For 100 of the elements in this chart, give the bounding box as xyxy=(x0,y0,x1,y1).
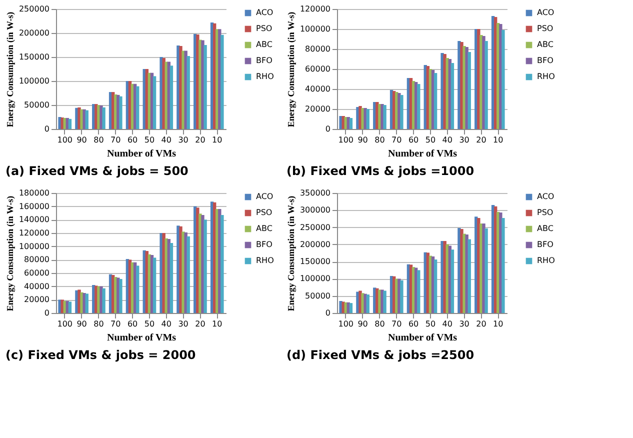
y-tick-label: 160000 xyxy=(18,202,50,211)
bar xyxy=(484,41,488,129)
bar xyxy=(468,52,471,129)
bar xyxy=(220,215,224,313)
bar xyxy=(502,30,505,129)
bar xyxy=(366,294,370,313)
bar xyxy=(364,108,367,129)
text: (b) Fixed VMs & jobs =1000 xyxy=(286,164,474,178)
bar xyxy=(383,105,386,129)
bar xyxy=(85,110,88,129)
text: (a) Fixed VMs & jobs = 500 xyxy=(5,164,188,178)
x-tick-label: 90 xyxy=(358,320,368,328)
bar xyxy=(60,300,64,313)
bar xyxy=(152,258,156,313)
y-axis-title: Energy Consumption (in W-s) xyxy=(286,196,296,312)
bar xyxy=(502,218,505,313)
x-tick-label: 70 xyxy=(392,320,402,328)
y-tick-label: 50000 xyxy=(305,291,330,300)
x-tick-label: 100 xyxy=(57,136,73,144)
x-tick-label: 10 xyxy=(212,136,222,144)
x-tick-label: 30 xyxy=(178,320,188,328)
y-tick-label: 20000 xyxy=(305,104,330,114)
legend-label: BFO xyxy=(537,240,554,249)
text: (c) Fixed VMs & jobs = 2000 xyxy=(5,348,196,362)
x-tick-label: 60 xyxy=(127,320,138,328)
legend-label: ABC xyxy=(256,40,273,49)
bar xyxy=(119,96,122,129)
y-tick-label: 60000 xyxy=(24,268,50,278)
bar xyxy=(68,302,72,313)
x-tick-label: 40 xyxy=(442,136,452,144)
bar xyxy=(184,232,188,313)
x-axis-title: Number of VMs xyxy=(388,148,458,160)
x-tick-label: 40 xyxy=(161,320,172,328)
y-tick-label: 50000 xyxy=(24,100,50,110)
x-tick-label: 90 xyxy=(76,320,87,328)
y-tick-label: 60000 xyxy=(305,64,330,74)
x-tick-label: 90 xyxy=(358,136,368,144)
y-tick-label: 80000 xyxy=(24,255,50,264)
y-tick-label: 300000 xyxy=(300,206,330,215)
x-tick-label: 70 xyxy=(392,136,402,144)
legend-label: ACO xyxy=(256,8,274,17)
y-tick-label: 200000 xyxy=(300,240,330,249)
bar xyxy=(82,293,86,313)
x-axis-title: Number of VMs xyxy=(106,148,176,160)
bar xyxy=(119,279,122,313)
x-tick-label: 30 xyxy=(459,136,470,144)
bar xyxy=(364,294,367,313)
bar xyxy=(417,270,420,313)
y-tick-label: 140000 xyxy=(18,215,50,224)
bar xyxy=(443,54,446,129)
bar xyxy=(136,266,140,313)
legend-label: ABC xyxy=(537,40,554,49)
bar xyxy=(184,50,188,129)
y-tick-label: 100000 xyxy=(300,274,330,284)
legend-label: ACO xyxy=(537,192,554,201)
bar xyxy=(342,116,345,129)
legend-label: ABC xyxy=(537,224,554,233)
bar xyxy=(465,47,468,129)
y-tick-label: 120000 xyxy=(18,228,50,238)
bar xyxy=(102,288,106,313)
legend-label: PSO xyxy=(256,24,272,33)
x-tick-label: 20 xyxy=(195,136,206,144)
bar xyxy=(170,243,174,313)
bar xyxy=(434,260,438,313)
bar xyxy=(152,76,156,129)
legend-label: PSO xyxy=(537,24,554,33)
bar xyxy=(450,63,454,129)
bar xyxy=(162,58,166,129)
bar xyxy=(342,302,345,313)
x-tick-label: 40 xyxy=(442,320,452,328)
y-tick-label: 40000 xyxy=(305,84,330,94)
bar xyxy=(68,118,72,129)
bar xyxy=(136,86,140,129)
bar xyxy=(383,290,386,313)
bar xyxy=(186,56,190,129)
y-tick-label: 150000 xyxy=(300,257,330,266)
x-axis-title: Number of VMs xyxy=(388,332,458,344)
y-tick-label: 0 xyxy=(44,308,50,318)
bar xyxy=(82,109,86,129)
bar xyxy=(85,294,88,313)
bar xyxy=(204,45,207,129)
y-tick-label: 250000 xyxy=(18,4,50,14)
x-tick-label: 50 xyxy=(144,320,155,328)
x-tick-label: 10 xyxy=(493,320,504,328)
bar xyxy=(468,239,471,313)
x-tick-label: 80 xyxy=(94,136,104,144)
bar xyxy=(484,228,488,313)
x-tick-label: 10 xyxy=(493,136,504,144)
x-tick-label: 100 xyxy=(338,320,354,328)
bar xyxy=(349,303,353,313)
y-axis-title: Energy Consumption (in W-s) xyxy=(4,196,15,312)
bar xyxy=(170,66,174,129)
bar xyxy=(400,95,404,129)
y-tick-label: 150000 xyxy=(18,52,50,62)
bar xyxy=(349,118,353,129)
x-tick-label: 80 xyxy=(374,320,385,328)
legend-label: BFO xyxy=(256,56,272,65)
x-tick-label: 30 xyxy=(178,136,188,144)
x-tick-label: 10 xyxy=(212,320,222,328)
x-tick-label: 80 xyxy=(94,320,104,328)
